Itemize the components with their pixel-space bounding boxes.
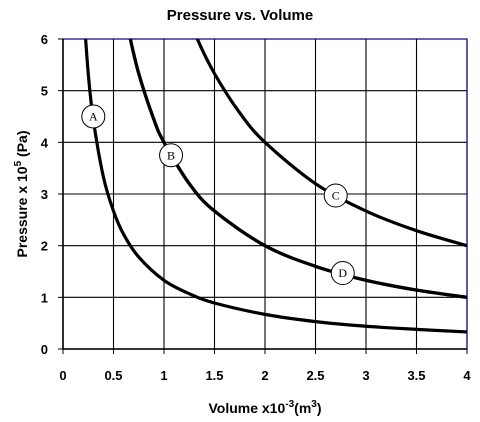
x-tick-label: 3 — [362, 368, 369, 383]
x-axis-label-close: ) — [317, 400, 322, 416]
y-axis-label: Pressure x 105 (Pa) — [13, 131, 30, 258]
x-tick-label: 0.5 — [104, 368, 122, 383]
curve-b-marker — [159, 143, 184, 168]
chart-title: Pressure vs. Volume — [167, 7, 313, 24]
x-tick-label: 3.5 — [407, 368, 425, 383]
x-tick-label: 4 — [463, 368, 471, 383]
y-axis-label-text: Pressure x 10 — [14, 166, 30, 257]
curve-c-label: C — [332, 189, 340, 203]
curve-a-marker — [81, 104, 106, 129]
y-tick-label: 4 — [41, 135, 49, 150]
y-tick-labels: 0 1 2 3 4 5 6 — [41, 32, 63, 357]
x-axis-label: Volume x10-3(m3) — [208, 399, 321, 416]
x-axis-label-unit-exponent: 3 — [311, 399, 317, 410]
y-tick-label: 0 — [41, 342, 48, 357]
curve-c-marker — [323, 183, 348, 208]
curves — [84, 39, 467, 334]
x-axis-label-exponent: -3 — [285, 399, 294, 410]
curve-d — [128, 39, 467, 299]
x-tick-label: 1.5 — [205, 368, 223, 383]
curve-d-label: D — [338, 266, 347, 280]
x-tick-label: 1 — [160, 368, 167, 383]
y-tick-label: 6 — [41, 32, 48, 47]
y-axis-label-exponent: 5 — [13, 160, 24, 166]
curve-markers: A B C D — [81, 104, 355, 286]
y-tick-label: 2 — [41, 239, 48, 254]
curve-b-label: B — [167, 148, 175, 162]
x-tick-label: 2.5 — [306, 368, 324, 383]
y-tick-label: 1 — [41, 290, 48, 305]
grid — [62, 38, 468, 350]
x-tick-labels: 0 0.5 1 1.5 2 2.5 3 3.5 4 — [59, 349, 471, 383]
x-tick-label: 0 — [59, 368, 66, 383]
y-tick-label: 5 — [41, 84, 48, 99]
x-tick-label: 2 — [261, 368, 268, 383]
curve-a-label: A — [89, 110, 98, 124]
curve-c — [195, 39, 467, 248]
y-tick-label: 3 — [41, 187, 48, 202]
y-axis-label-unit: (Pa) — [14, 131, 30, 161]
curve-d-marker — [330, 261, 355, 286]
curve-a — [84, 39, 467, 334]
x-axis-label-unit: (m — [294, 400, 311, 416]
x-axis-label-text: Volume x10 — [208, 400, 285, 416]
